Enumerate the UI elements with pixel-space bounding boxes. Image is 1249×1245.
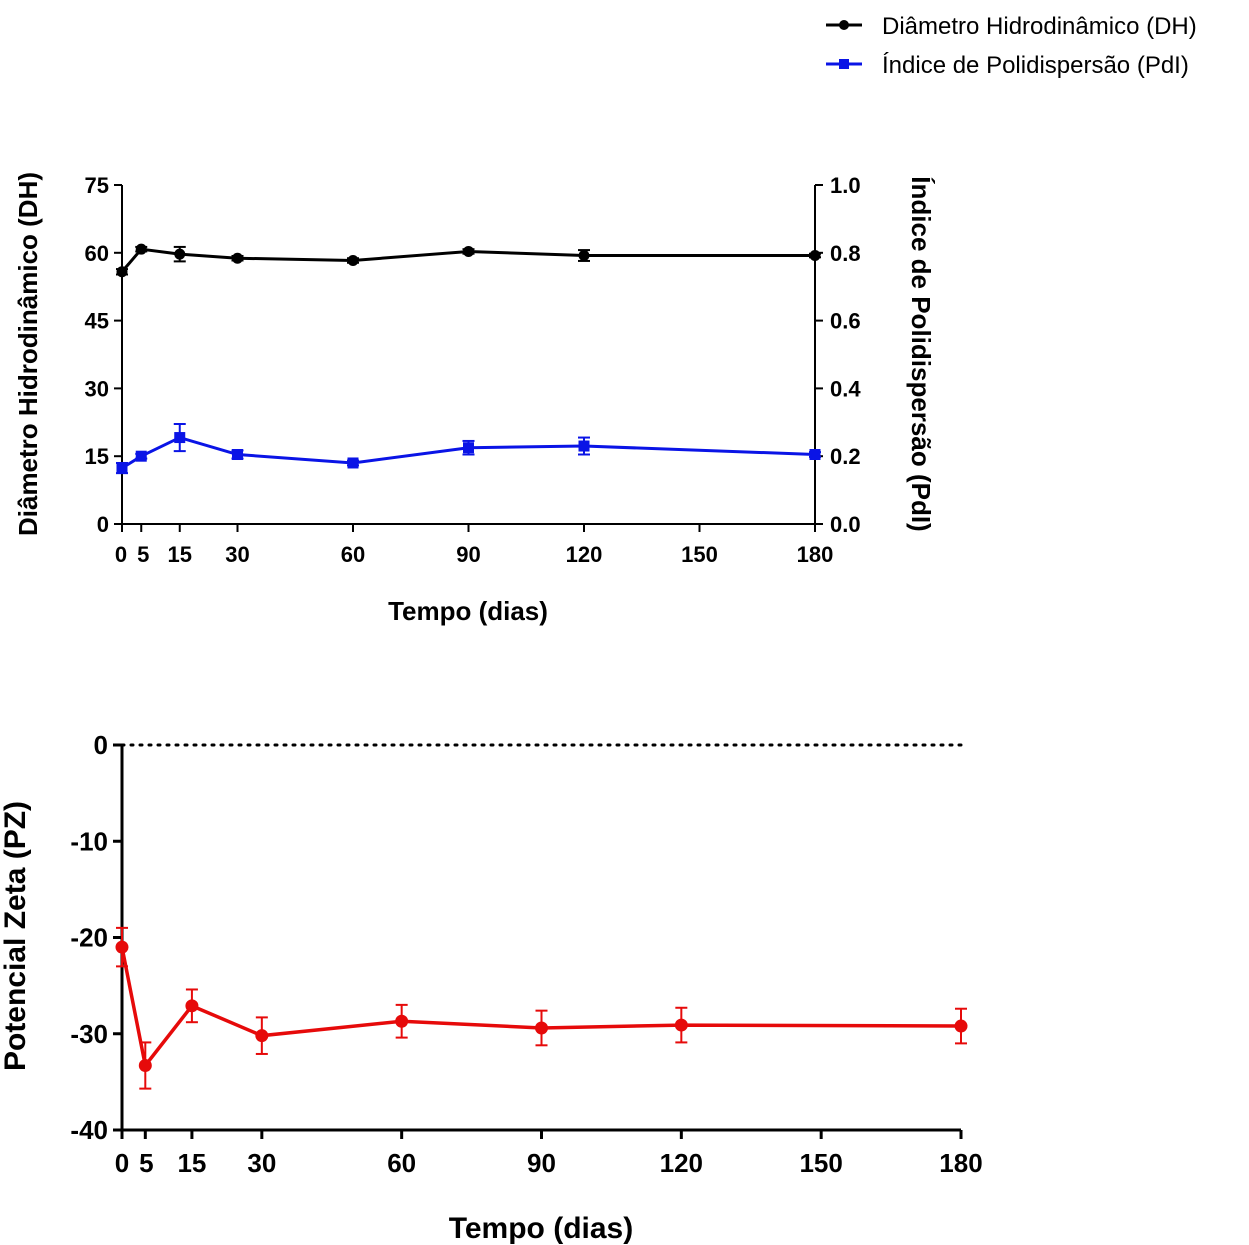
chart1-y2-tick-label: 0.8 — [830, 241, 861, 266]
chart2-zeta-point — [115, 940, 129, 954]
chart2-axes — [120, 743, 963, 1132]
chart1-y2-tick-label: 0.4 — [830, 376, 861, 401]
chart1-pdi-point — [347, 457, 359, 469]
chart1-axes — [121, 185, 816, 525]
chart2-x-tick-label: 5 — [139, 1148, 153, 1178]
chart1-series — [116, 243, 821, 475]
chart1-x-axis-label: Tempo (dias) — [388, 596, 548, 626]
chart1-x-tick-label: 180 — [797, 542, 834, 567]
legend-dh-marker — [839, 20, 849, 30]
chart1-x-tick-label: 15 — [168, 542, 192, 567]
chart1-pdi-point — [463, 442, 474, 454]
chart2-zeta-point — [255, 1029, 269, 1043]
chart1-ticks: 0 5 15 30 60 90 120 150 180015304560750.00.20.40… — [85, 173, 862, 567]
chart2-zeta-point — [185, 999, 199, 1013]
legend-item-dh: Diâmetro Hidrodinâmico (DH) — [826, 13, 1197, 40]
chart1-pdi-point — [578, 440, 590, 452]
chart1-x-tick-label: 0 — [115, 542, 127, 567]
chart1-pdi-point — [174, 432, 186, 444]
chart2-y-axis-label: Potencial Zeta (PZ) — [0, 801, 32, 1071]
chart1-dh-point — [578, 250, 590, 262]
chart2-series — [115, 926, 968, 1090]
chart2-y-tick-label: 0 — [94, 730, 108, 760]
chart1-dh-point — [135, 243, 147, 255]
chart1-pdi-point — [809, 449, 821, 461]
chart1-dh-point — [174, 248, 186, 260]
chart1-y-tick-label: 30 — [85, 376, 109, 401]
chart1-x-tick-label: 30 — [225, 542, 249, 567]
chart1-pdi-point — [232, 449, 243, 461]
chart1-y-axis-label: Diâmetro Hidrodinâmico (DH) — [13, 172, 43, 536]
chart1-dh-point — [116, 266, 128, 278]
chart1-y2-tick-label: 0.2 — [830, 444, 861, 469]
chart1-y-tick-label: 0 — [97, 512, 109, 537]
chart1-x-tick-label: 120 — [566, 542, 603, 567]
chart1-dh-point — [232, 252, 243, 264]
chart1-x-tick-label: 90 — [456, 542, 480, 567]
chart1-dh-point — [809, 250, 821, 262]
chart2-x-axis-label: Tempo (dias) — [449, 1212, 633, 1245]
chart2-x-tick-label: 60 — [387, 1148, 416, 1178]
chart1-y-tick-label: 75 — [85, 173, 109, 198]
chart-zeta: 0 5 15 30 60 90 120 150 180-40-30-20-100 Tempo (… — [0, 730, 983, 1245]
chart2-x-tick-label: 15 — [177, 1148, 206, 1178]
chart1-pdi-point — [116, 462, 128, 474]
chart1-pdi-line — [121, 435, 816, 470]
legend-pdi-label: Índice de Polidispersão (PdI) — [882, 52, 1189, 79]
chart2-y-tick-label: -10 — [70, 826, 108, 856]
legend-dh-label: Diâmetro Hidrodinâmico (DH) — [882, 13, 1197, 40]
chart2-zeta-point — [395, 1014, 409, 1028]
chart1-x-tick-label: 5 — [137, 542, 149, 567]
chart2-zeta-line — [120, 946, 962, 1070]
chart1-x-tick-label: 150 — [681, 542, 718, 567]
chart2-x-tick-label: 120 — [660, 1148, 703, 1178]
chart2-y-tick-label: -40 — [70, 1115, 108, 1145]
chart2-x-tick-label: 150 — [799, 1148, 842, 1178]
chart1-y-tick-label: 45 — [85, 309, 109, 334]
chart2-x-tick-label: 0 — [115, 1148, 129, 1178]
chart2-x-tick-label: 30 — [247, 1148, 276, 1178]
chart1-dh-line — [120, 247, 815, 273]
chart1-y2-tick-label: 0.6 — [830, 309, 861, 334]
chart2-zeta-point — [138, 1059, 152, 1073]
chart1-pdi-point — [135, 450, 147, 462]
chart1-y2-tick-label: 1.0 — [830, 173, 861, 198]
chart2-y-tick-label: -20 — [70, 923, 108, 953]
chart1-y-tick-label: 60 — [85, 241, 109, 266]
chart2-ticks: 0 5 15 30 60 90 120 150 180-40-30-20-100 — [70, 730, 982, 1178]
chart1-y2-tick-label: 0.0 — [830, 512, 861, 537]
legend-pdi-marker — [839, 59, 849, 69]
chart-dh-pdi: 0 5 15 30 60 90 120 150 180015304560750.00.20.40… — [13, 172, 936, 626]
chart2-y-tick-label: -30 — [70, 1019, 108, 1049]
chart2-x-tick-label: 180 — [939, 1148, 982, 1178]
chart1-x-tick-label: 60 — [341, 542, 365, 567]
chart1-y-tick-label: 15 — [85, 444, 109, 469]
chart2-zeta-point — [674, 1018, 688, 1032]
legend-item-pdi: Índice de Polidispersão (PdI) — [826, 52, 1189, 79]
chart2-zeta-point — [954, 1019, 968, 1033]
chart2-x-tick-label: 90 — [527, 1148, 556, 1178]
chart1-dh-point — [347, 254, 359, 266]
chart2-zeta-point — [535, 1021, 548, 1035]
chart1-y2-axis-label: Índice de Polidispersão (PdI) — [906, 176, 936, 531]
legend: Diâmetro Hidrodinâmico (DH) Índice de Po… — [826, 13, 1197, 79]
chart1-dh-point — [463, 245, 474, 257]
